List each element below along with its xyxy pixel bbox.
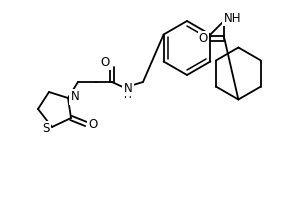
Text: N: N <box>124 82 132 95</box>
Text: O: O <box>199 32 208 45</box>
Text: N: N <box>70 90 80 104</box>
Text: S: S <box>42 122 50 136</box>
Text: NH: NH <box>224 12 241 25</box>
Text: H: H <box>124 90 132 100</box>
Text: O: O <box>88 118 98 132</box>
Text: O: O <box>100 55 109 68</box>
